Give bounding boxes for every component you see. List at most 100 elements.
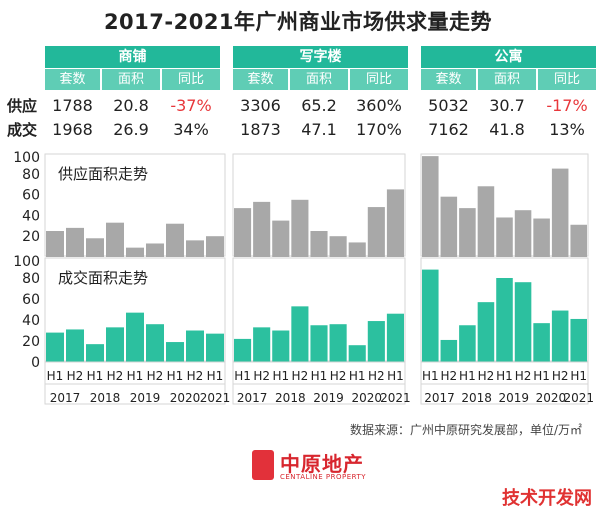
column-header: 面积 [102,69,160,90]
deal-cell: 7162 [428,120,469,139]
y-tick-label: 20 [22,229,40,245]
supply-cell: 65.2 [301,96,337,115]
deal-cell: 170% [356,120,402,139]
y-tick-label: 40 [22,208,40,224]
supply-cell: 1788 [52,96,93,115]
x-tick-label: H2 [67,369,84,383]
panel-label: 成交面积走势 [58,269,148,287]
x-tick-label: H1 [533,369,550,383]
bar [440,196,458,257]
column-header: 同比 [162,69,220,90]
bar [126,247,144,257]
x-tick-label: H2 [515,369,532,383]
bar [367,321,385,362]
year-label: 2021 [563,391,594,405]
y-tick-label: 80 [22,167,40,183]
bar [106,327,124,362]
bar [367,207,385,257]
supply-cell: 3306 [240,96,281,115]
x-tick-label: H1 [496,369,513,383]
watermark: 技术开发网 [502,488,592,509]
column-header: 套数 [233,69,288,90]
bar [166,342,184,362]
deal-cell: 13% [549,120,585,139]
panel-label: 供应面积走势 [58,165,148,183]
bar [533,218,550,257]
deal-cell: 1873 [240,120,281,139]
x-tick-label: H2 [440,369,457,383]
logo-subtext: CENTALINE PROPERTY [280,473,367,481]
chart-title: 2017-2021年广州商业市场供求量走势 [103,10,493,34]
bar [310,231,328,257]
bar [291,199,309,257]
column-header: 套数 [45,69,100,90]
row-label-deal: 成交 [6,121,37,139]
x-tick-label: H2 [330,369,347,383]
bar [206,236,224,257]
bar [570,318,587,362]
deal-cell: 1968 [52,120,93,139]
bar [514,210,532,257]
bar [234,208,252,257]
year-label: 2017 [424,391,455,405]
year-label: 2018 [275,391,306,405]
bar [66,329,84,362]
bar [310,325,328,362]
year-label: 2017 [50,391,81,405]
supply-cell: 360% [356,96,402,115]
bar [291,306,309,362]
group-header: 写字楼 [233,46,408,68]
bar [272,220,290,257]
x-tick-label: H1 [349,369,366,383]
supply-cell: -37% [170,96,212,115]
year-label: 2020 [352,391,383,405]
bar [496,278,513,362]
column-header: 同比 [538,69,596,90]
year-label: 2018 [90,391,121,405]
deal-cell: 47.1 [301,120,337,139]
x-tick-label: H1 [570,369,587,383]
year-label: 2020 [170,391,201,405]
x-tick-label: H1 [387,369,404,383]
bar [386,313,404,362]
bar [514,282,532,362]
supply-cell: 20.8 [113,96,149,115]
bar [477,186,495,257]
y-tick-label: 100 [13,150,40,166]
year-label: 2021 [380,391,411,405]
bar [86,238,104,257]
y-tick-label: 60 [22,292,40,308]
x-tick-label: H2 [107,369,124,383]
logo-mark-icon [252,450,274,480]
row-label-supply: 供应 [6,97,37,115]
deal-cell: 26.9 [113,120,149,139]
bar [348,242,366,257]
x-tick-label: H1 [234,369,251,383]
bar [422,269,439,362]
column-header: 面积 [478,69,536,90]
year-label: 2019 [130,391,161,405]
x-tick-label: H1 [207,369,224,383]
bar [570,224,587,257]
x-tick-label: H2 [368,369,385,383]
supply-cell: -17% [546,96,588,115]
column-header: 套数 [421,69,476,90]
x-tick-label: H2 [552,369,569,383]
x-axis-band [232,361,406,405]
x-tick-label: H2 [147,369,164,383]
bar [329,236,347,257]
year-label: 2021 [200,391,231,405]
bar [166,223,184,257]
x-tick-label: H2 [478,369,495,383]
x-tick-label: H1 [459,369,476,383]
supply-cell: 5032 [428,96,469,115]
deal-cell: 41.8 [489,120,525,139]
x-tick-label: H1 [127,369,144,383]
bar [348,345,366,362]
year-label: 2018 [461,391,492,405]
bar [422,156,439,257]
bar [86,344,104,362]
y-tick-label: 20 [22,334,40,350]
bar [329,324,347,362]
y-tick-label: 100 [13,254,40,270]
